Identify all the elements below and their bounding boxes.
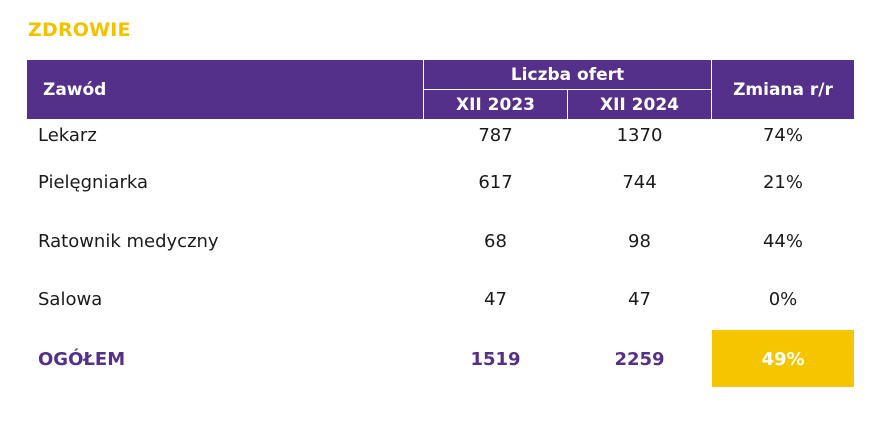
total-row: OGÓŁEM 1519 2259 49%: [27, 344, 854, 374]
row-offers-2024: 47: [628, 288, 651, 310]
header-change: Zmiana r/r: [733, 79, 833, 100]
row-offers-2023: 617: [478, 171, 513, 193]
total-change-highlight: [712, 330, 854, 387]
table-row: Lekarz 787 1370 74%: [27, 120, 854, 150]
row-profession: Lekarz: [38, 124, 97, 146]
header-year-2024: XII 2024: [600, 94, 679, 115]
row-offers-2024: 744: [622, 171, 657, 193]
row-profession: Salowa: [38, 288, 103, 310]
row-offers-2023: 47: [484, 288, 507, 310]
row-offers-2023: 787: [478, 124, 513, 146]
row-change: 0%: [768, 288, 798, 310]
row-offers-2024: 98: [628, 230, 651, 252]
total-offers-2023: 1519: [470, 348, 521, 370]
header-divider: [423, 89, 711, 90]
header-year-2023: XII 2023: [456, 94, 535, 115]
table-row: Salowa 47 47 0%: [27, 284, 854, 314]
section-title: ZDROWIE: [28, 19, 131, 41]
header-offers-group: Liczba ofert: [510, 64, 625, 85]
row-profession: Pielęgniarka: [38, 171, 149, 193]
table-row: Ratownik medyczny 68 98 44%: [27, 226, 854, 256]
header-divider: [567, 89, 568, 119]
total-offers-2024: 2259: [614, 348, 665, 370]
row-change: 21%: [762, 171, 803, 193]
header-divider: [711, 60, 712, 119]
row-profession: Ratownik medyczny: [38, 230, 219, 252]
total-label: OGÓŁEM: [38, 348, 126, 370]
table-header: Zawód Liczba ofert XII 2023 XII 2024 Zmi…: [27, 60, 854, 119]
header-profession: Zawód: [43, 79, 107, 100]
total-change: 49%: [761, 348, 805, 370]
row-offers-2024: 1370: [616, 124, 663, 146]
row-change: 74%: [762, 124, 803, 146]
row-change: 44%: [762, 230, 803, 252]
row-offers-2023: 68: [484, 230, 507, 252]
table-row: Pielęgniarka 617 744 21%: [27, 167, 854, 197]
